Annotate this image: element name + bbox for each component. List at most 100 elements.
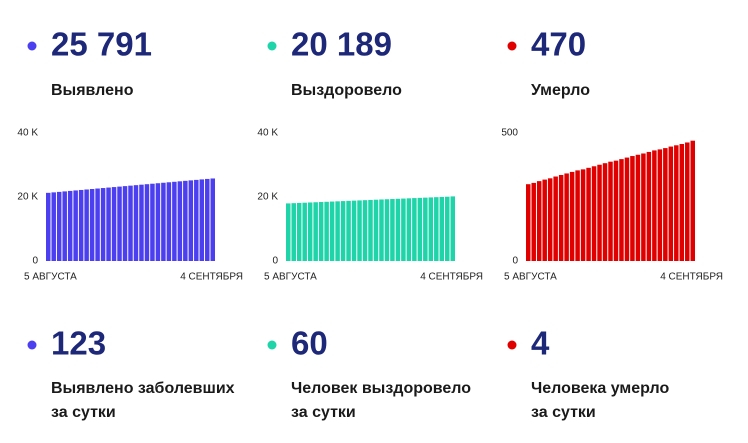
bar (641, 153, 646, 261)
daily-value: 123 (51, 325, 106, 362)
total-value: 20 189 (291, 26, 392, 63)
bar (690, 140, 695, 261)
bar (122, 186, 128, 261)
bar (423, 197, 428, 261)
bar (668, 146, 674, 261)
daily-label: за сутки (531, 404, 596, 421)
bar (351, 200, 357, 261)
bar (133, 185, 139, 261)
bar (51, 192, 56, 261)
bar (111, 187, 117, 261)
bar (685, 142, 690, 261)
bar (575, 170, 580, 261)
bar (296, 202, 302, 261)
bar (624, 157, 630, 261)
bar (89, 189, 95, 261)
bar (346, 200, 351, 261)
dot (27, 340, 37, 350)
dot (27, 41, 37, 51)
bar (439, 196, 445, 261)
bar (150, 183, 155, 261)
bar (406, 198, 412, 261)
y-tick-label: 0 (272, 256, 278, 267)
dot (267, 340, 277, 350)
daily-value: 60 (291, 325, 328, 362)
bar (357, 200, 362, 261)
dot (507, 340, 517, 350)
bar (313, 202, 318, 261)
bar (569, 171, 575, 261)
bar (318, 202, 324, 261)
bar (547, 178, 553, 261)
bar (679, 144, 685, 261)
bar (73, 190, 78, 261)
x-tick-label: 4 СЕНТЯБРЯ (420, 272, 483, 283)
bar (166, 182, 172, 261)
bar (657, 149, 663, 261)
bar (307, 202, 313, 261)
bar (373, 199, 379, 261)
bar (619, 159, 624, 261)
bar (161, 182, 166, 261)
daily-label: Выявлено заболевших (51, 380, 235, 397)
bar (100, 188, 106, 261)
bar (205, 178, 210, 261)
bar (553, 176, 558, 261)
bar (183, 180, 188, 261)
bar (78, 189, 84, 261)
bar (144, 184, 150, 261)
bar (128, 185, 133, 261)
y-tick-label: 20 K (257, 192, 278, 203)
bar (390, 199, 395, 261)
y-tick-label: 40 K (257, 128, 278, 139)
bar (434, 197, 439, 261)
bar (450, 196, 455, 261)
bar (210, 178, 215, 261)
bar (302, 202, 307, 261)
bar (536, 181, 542, 261)
bar (384, 199, 390, 261)
y-tick-label: 0 (32, 256, 38, 267)
bar (335, 201, 340, 261)
bar (188, 180, 194, 261)
bar (155, 183, 161, 261)
bar (445, 196, 450, 261)
bar (602, 163, 608, 261)
daily-label: Человека умерло (531, 380, 669, 397)
bar (531, 182, 536, 261)
bar (46, 192, 51, 261)
dot (267, 41, 277, 51)
daily-value: 4 (531, 325, 550, 362)
total-label: Умерло (531, 82, 590, 99)
bar (674, 145, 679, 261)
bar (117, 186, 122, 261)
bar (62, 191, 67, 261)
daily-label: Человек выздоровело (291, 380, 471, 397)
bar (368, 199, 373, 261)
bar (395, 198, 401, 261)
bar (630, 156, 635, 261)
total-label: Выздоровело (291, 82, 402, 99)
bar (329, 201, 335, 261)
bar (542, 179, 547, 261)
x-tick-label: 4 СЕНТЯБРЯ (180, 272, 243, 283)
bar (526, 184, 531, 261)
bar (558, 174, 564, 261)
x-tick-label: 5 АВГУСТА (504, 272, 557, 283)
bar (67, 190, 73, 261)
x-tick-label: 5 АВГУСТА (24, 272, 77, 283)
bar (428, 197, 434, 261)
y-tick-label: 0 (512, 256, 518, 267)
bar (652, 150, 657, 261)
bar (580, 169, 586, 261)
bar (84, 189, 89, 261)
bar (608, 161, 613, 261)
bar (663, 148, 668, 261)
y-tick-label: 500 (501, 128, 518, 139)
bar (646, 151, 652, 261)
daily-label: за сутки (51, 404, 116, 421)
total-value: 470 (531, 26, 586, 63)
bar (324, 201, 329, 261)
total-value: 25 791 (51, 26, 152, 63)
